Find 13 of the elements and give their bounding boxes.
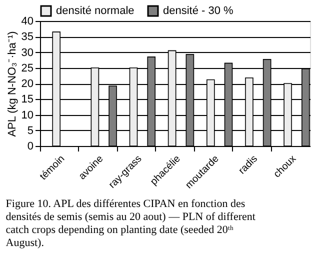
y-tick-label: 10 (21, 109, 34, 122)
y-axis-title: APL (kg N-NO₃⁻·ha⁻¹) (6, 31, 18, 137)
y-tick-label: 15 (21, 94, 34, 106)
y-tick-label: 35 (21, 31, 34, 44)
y-tick-label: 20 (21, 78, 34, 90)
y-tick-label: 25 (21, 62, 34, 74)
y-tick-label: 30 (21, 46, 34, 59)
y-tick-label: 5 (27, 124, 34, 137)
legend-label: densité normale (56, 5, 134, 17)
y-tick-label: 0 (27, 140, 34, 152)
legend-label: densité - 30 % (163, 5, 234, 17)
caption: Figure 10. APL des différentes CIPAN en fonction des densités de semis (semis au 20 aout) — PLN of different catch crops depending on planting date (seeded 20ᵗʰ August). (6, 198, 256, 249)
y-tick-label: 40 (21, 16, 34, 28)
